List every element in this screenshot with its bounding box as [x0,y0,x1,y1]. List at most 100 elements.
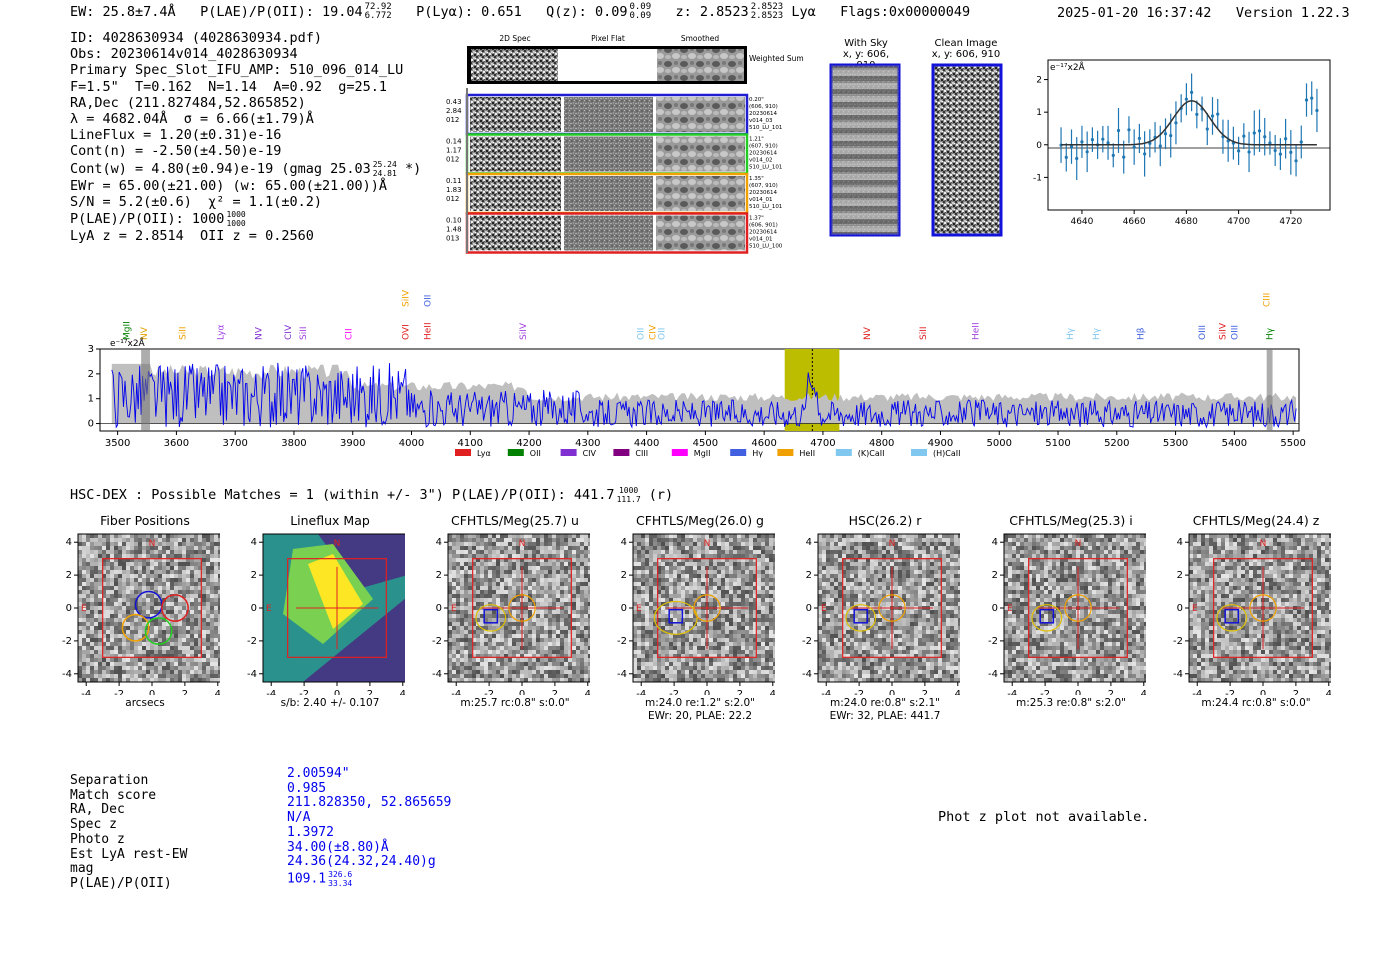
table-value: N/A [287,810,311,826]
spec-xtick: 4200 [516,438,541,449]
fit-point [1278,152,1282,156]
fit-point [1143,152,1147,156]
clean-image [931,63,1003,237]
stamp-image: N E 4 2 0 -2 -4 -4 -2 0 2 4 [62,533,220,695]
cutout-row-left-label: 0.11 [446,177,462,185]
spec-ytick: 1 [88,394,94,405]
stamp-caption-2: EWr: 20, PLAE: 22.2 [647,710,753,722]
stamp-xtick: 2 [1293,689,1299,695]
cutout-row-right-label: (606, 910) [749,104,778,110]
fit-point [1080,140,1084,144]
stamp-xtick: 0 [334,689,340,695]
cutout-row-right-label: 510_LU_101 [749,204,782,210]
stamp-ytick: 4 [436,537,442,548]
north-label: N [334,539,341,549]
fit-point [1169,133,1173,138]
stamp-title: CFHTLS/Meg(25.3) i [1009,513,1133,528]
table-label: Match score [70,787,157,803]
cutout-row-left-label: 1.48 [446,226,462,234]
cutout-row-right-label: (607, 910) [749,183,778,189]
spec-xtick: 4900 [928,438,953,449]
stamp-xtick: -4 [81,689,91,695]
match-table-labels: Separation Match score RA, Dec Spec z Photo … [70,773,187,892]
stamp-image: N E 4 2 0 -2 -4 -4 -2 0 2 4 [1173,533,1331,695]
cutout-row-right-label: v014_03 [749,118,773,124]
spec-line-label: NV [863,326,873,340]
stamp-xtick: -2 [854,689,864,695]
stamp-xtick: -4 [636,689,646,695]
fit-point [1158,144,1162,148]
cutout-row-right-label: (607, 910) [749,144,778,150]
legend-label: MgII [694,449,711,458]
spec-line-label: SiII [178,326,188,340]
stamp-xtick: -4 [266,689,276,695]
cutout-row-left-label: 1.83 [446,186,462,194]
fit-point [1064,155,1068,159]
fit-point [1247,150,1251,154]
stamp-xtick: 2 [922,689,928,695]
stamp-caption: m:25.3 re:0.8" s:2.0" [1016,697,1126,709]
legend-swatch [671,449,688,456]
fit-point [1299,140,1303,144]
fit-point [1132,145,1136,149]
cutout-row-right-label: 20230614 [749,111,777,117]
stamp-xtick: 0 [1075,689,1081,695]
fit-ylabel: e⁻¹⁷x2Å [1050,61,1086,73]
spec-xtick: 4500 [693,438,718,449]
stamp-ytick: 2 [66,570,72,581]
east-label: E [1192,604,1198,614]
table-label: RA, Dec [70,802,125,818]
fit-point [1174,121,1178,125]
cutout-row-right-label: v014_01 [749,237,773,243]
fit-point [1184,97,1188,101]
spectrum-plot: MgII NV SiII Lyα NV CIV SiII CII OVI SiIV HeII OII S… [88,289,1306,458]
north-label: N [519,539,526,549]
stamp-ytick: 4 [1177,537,1183,548]
stamp-xtick: 0 [149,689,155,695]
info-obs: Obs: 20230614v014_4028630934 [70,46,298,63]
stamp-ytick: 2 [992,570,998,581]
match-table-values: 2.00594" 0.985 211.828350, 52.865659 N/A 1.3… [287,766,451,888]
fit-point [1163,132,1168,136]
fit-point [1289,150,1293,154]
stamp-xtick: 4 [770,689,775,695]
spec-line-label: Hγ [1092,327,1102,340]
cutout-row-right-label: 20230614 [749,151,777,157]
cutout-row-left-label: 013 [446,235,459,243]
fit-point [1284,137,1288,141]
header-line: EW: 25.8±7.4Å P(LAE)/P(OII): 19.04 72.92 6… [70,2,971,21]
spec-xtick: 5200 [1104,438,1129,449]
info-fiber: F=1.5" T=0.162 N=1.14 A=0.92 g=25.1 [70,78,387,95]
north-label: N [149,539,156,549]
cutout-row-left-label: 2.84 [446,107,462,115]
plya-value: P(Lyα): 0.651 [416,4,522,20]
spec-line-label: Hγ [1266,327,1276,340]
stamp-xtick: -4 [451,689,461,695]
east-label: E [266,604,272,614]
stamp-xtick: 4 [400,689,405,695]
fit-point [1101,137,1105,141]
spec-line-label: Hγ [1066,327,1076,340]
ew-value: EW: 25.8±7.4Å [70,4,176,20]
stamp-image: N E 4 2 0 -2 -4 -4 -2 0 2 4 [247,533,405,695]
spec-line-label: OII [657,328,667,340]
north-label: N [889,539,896,549]
table-label: P(LAE)/P(OII) [70,875,172,891]
cutout-row-left-label: 0.14 [446,138,462,146]
stamp-xtick: 4 [1326,689,1331,695]
info-contn: Cont(n) = -2.50(±4.50)e-19 [70,143,282,160]
stamp-caption: arcsecs [125,697,165,709]
spec-line-label: CIV [284,324,294,340]
stamp-ytick: -4 [988,669,998,680]
cutout-row-left-label: 0.43 [446,98,462,106]
stamp-ytick: -2 [1173,636,1183,647]
cutout-row-left-label: 0.10 [446,217,462,225]
spec-line-label: Lyα [216,324,226,340]
spec-line-label: HeII [972,322,982,340]
cutout-row-left-label: 012 [446,116,459,124]
stamp-ytick: -4 [247,669,257,680]
legend-swatch [613,449,630,456]
